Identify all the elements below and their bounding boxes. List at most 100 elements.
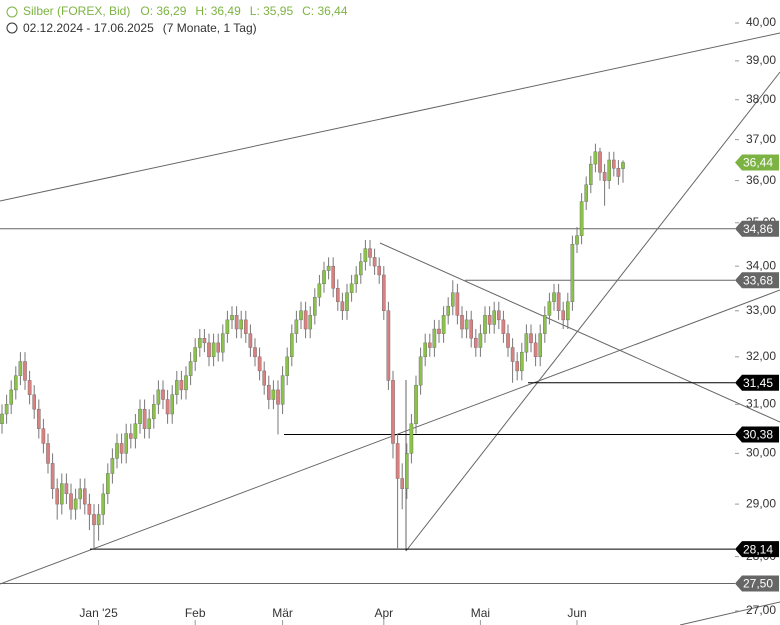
candle-body	[405, 453, 409, 489]
candle-body	[290, 333, 294, 358]
candle-body	[474, 338, 478, 348]
candle-body	[469, 319, 474, 339]
candle-body	[37, 408, 41, 429]
candle-body	[253, 347, 257, 358]
candle-body	[267, 384, 271, 400]
header: Silber (FOREX, Bid) O: 36,29 H: 36,49 L:…	[6, 4, 348, 35]
candle-body	[336, 288, 340, 302]
candle-body	[538, 333, 542, 358]
candle-body	[165, 399, 170, 415]
candle-body	[451, 292, 455, 307]
candle-body	[73, 498, 78, 510]
candle-body	[529, 333, 533, 344]
candle-body	[382, 274, 386, 311]
candle-body	[607, 159, 611, 181]
candle-body	[460, 315, 464, 330]
price-badge	[735, 541, 779, 558]
candle-body	[230, 315, 234, 321]
candle-body	[437, 328, 441, 334]
candle-body	[101, 493, 105, 515]
candle-body	[197, 338, 202, 348]
price-badge	[735, 374, 779, 391]
icon	[6, 6, 18, 18]
candle-body	[432, 328, 437, 348]
candle-body	[543, 315, 547, 334]
candle-body	[147, 418, 152, 429]
candle-body	[23, 361, 27, 381]
candle-body	[299, 310, 303, 321]
candle-body	[317, 283, 322, 298]
candle-body	[46, 443, 50, 464]
candle-body	[340, 301, 345, 311]
candle-body	[497, 310, 501, 321]
candle-body	[524, 333, 529, 353]
candle-body	[87, 503, 92, 515]
candle-body	[593, 151, 598, 165]
candle-body	[478, 333, 483, 348]
price-badge	[735, 154, 779, 171]
candle-body	[391, 380, 395, 444]
x-tick-label: Jan '25	[79, 606, 118, 620]
candle-body	[506, 333, 510, 348]
candle-body	[55, 488, 59, 505]
candle-body	[276, 389, 280, 405]
x-tick-label: Mai	[471, 606, 490, 620]
candle-body	[377, 265, 382, 276]
candle-body	[294, 319, 299, 334]
candle-body	[271, 389, 276, 400]
y-tick-label: 33,00	[746, 303, 776, 317]
candle-body	[446, 306, 451, 316]
x-tick-label: Mär	[272, 606, 293, 620]
y-tick-label: 29,00	[746, 496, 776, 510]
candle-body	[612, 159, 616, 169]
candle-body	[566, 301, 570, 321]
clock-icon	[6, 22, 18, 34]
candle-body	[207, 342, 211, 358]
candle-body	[133, 423, 138, 439]
candle-body	[0, 413, 4, 424]
candle-body	[487, 315, 492, 325]
candle-body	[313, 297, 317, 316]
ohlc: C: 36,44	[302, 4, 348, 18]
candle-body	[220, 333, 225, 353]
candle-body	[455, 292, 460, 316]
candles	[0, 143, 625, 550]
ohlc: O: 36,29	[140, 4, 186, 18]
candle-body	[368, 248, 372, 258]
candle-body	[409, 423, 414, 454]
candle-body	[621, 162, 625, 169]
candle-body	[441, 315, 446, 334]
candle-body	[188, 361, 193, 376]
price-badge	[735, 272, 779, 289]
candle-body	[124, 433, 128, 454]
candle-body	[193, 347, 198, 362]
candle-body	[345, 292, 349, 311]
price-badge-label: 31,45	[743, 376, 773, 390]
candle-body	[326, 265, 331, 271]
y-tick-label: 36,00	[746, 173, 776, 187]
candle-body	[96, 514, 101, 526]
candle-body	[510, 347, 515, 362]
candle-body	[598, 151, 602, 173]
price-badge-label: 28,14	[743, 542, 773, 556]
candle-body	[616, 168, 621, 177]
candle-body	[13, 375, 18, 391]
candle-body	[280, 375, 285, 405]
ohlc: L: 35,95	[250, 4, 294, 18]
candle-body	[69, 493, 73, 510]
candle-body	[128, 433, 133, 439]
candle-body	[156, 389, 161, 405]
candle-body	[18, 361, 23, 376]
y-tick-label: 34,00	[746, 258, 776, 272]
candle-body	[184, 375, 188, 391]
price-badge-label: 33,68	[743, 273, 773, 287]
candle-body	[32, 394, 36, 410]
candle-body	[60, 483, 64, 505]
y-tick-label: 38,00	[746, 92, 776, 106]
price-badge	[735, 575, 779, 592]
price-badge-label: 30,38	[743, 428, 773, 442]
candle-body	[27, 380, 32, 395]
candle-body	[386, 310, 391, 381]
x-tick-label: Feb	[185, 606, 206, 620]
title: Silber (FOREX, Bid)	[23, 4, 130, 18]
